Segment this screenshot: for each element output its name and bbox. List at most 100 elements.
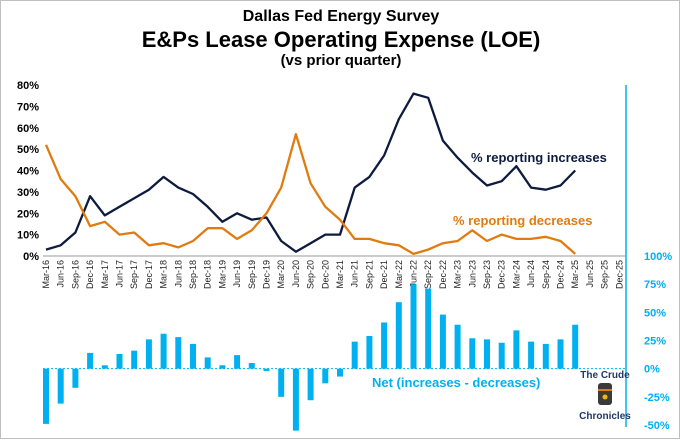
x-tick-label: Jun-18 <box>173 260 183 288</box>
left-tick-label: 0% <box>23 251 39 263</box>
flame-icon <box>602 394 608 400</box>
net-bar <box>190 343 196 369</box>
net-bar <box>116 354 123 369</box>
x-tick-label: Jun-19 <box>232 260 242 288</box>
net-bar <box>234 355 241 369</box>
net-bar <box>204 357 211 369</box>
net-bar <box>145 339 152 369</box>
x-tick-label: Mar-16 <box>41 260 51 289</box>
x-tick-label: Sep-19 <box>247 260 257 289</box>
x-tick-label: Sep-23 <box>482 260 492 289</box>
net-bar <box>557 339 564 369</box>
chart-supertitle: Dallas Fed Energy Survey <box>242 8 440 25</box>
net-bar <box>175 337 182 369</box>
x-tick-label: Mar-24 <box>511 260 521 289</box>
x-tick-label: Mar-18 <box>159 260 169 289</box>
x-tick-label: Dec-20 <box>320 260 330 289</box>
x-tick-label: Jun-21 <box>350 260 360 288</box>
right-tick-label: 100% <box>644 251 672 263</box>
net-bar <box>410 284 417 369</box>
annotation-net: Net (increases - decreases) <box>372 375 540 390</box>
net-bar <box>337 368 343 377</box>
right-y-axis: 100% 75% 50% 25% 0% -25% -50% <box>625 85 672 432</box>
left-tick-label: 60% <box>17 123 39 135</box>
x-tick-label: Sep-22 <box>423 260 433 289</box>
net-bar <box>307 368 314 401</box>
x-tick-label: Dec-23 <box>497 260 507 289</box>
net-bar <box>160 333 167 369</box>
x-tick-label: Jun-16 <box>56 260 66 288</box>
net-bar <box>513 330 520 369</box>
chart-subtitle: (vs prior quarter) <box>280 52 402 69</box>
x-tick-label: Sep-16 <box>70 260 80 289</box>
x-tick-label: Jun-22 <box>409 260 419 288</box>
net-bar <box>131 350 138 369</box>
right-tick-label: 25% <box>644 336 666 348</box>
net-bar <box>322 368 329 384</box>
x-tick-label: Dec-21 <box>379 260 389 289</box>
net-bar <box>72 368 79 388</box>
net-bar <box>454 324 461 369</box>
chart-title: E&Ps Lease Operating Expense (LOE) <box>141 27 541 52</box>
net-bar <box>278 368 285 397</box>
decreases-line <box>44 133 576 256</box>
left-tick-label: 30% <box>17 187 39 199</box>
left-tick-label: 80% <box>17 80 39 92</box>
right-tick-label: -25% <box>644 392 670 404</box>
x-tick-label: Sep-25 <box>600 260 610 289</box>
net-bar <box>248 363 255 369</box>
net-bar <box>528 341 535 369</box>
logo-line1: The Crude <box>580 370 630 381</box>
x-tick-label: Mar-22 <box>394 260 404 289</box>
x-tick-label: Mar-25 <box>570 260 580 289</box>
left-tick-label: 40% <box>17 166 39 178</box>
x-tick-label: Sep-20 <box>306 260 316 289</box>
right-tick-label: 50% <box>644 307 666 319</box>
x-tick-label: Mar-21 <box>335 260 345 289</box>
net-bar <box>484 339 490 369</box>
net-bar <box>366 335 373 369</box>
left-tick-label: 50% <box>17 144 39 156</box>
x-tick-label: Dec-19 <box>262 260 272 289</box>
annotation-increases: % reporting increases <box>471 150 607 165</box>
net-bar <box>498 342 505 369</box>
net-bar <box>351 341 358 369</box>
x-tick-label: Dec-16 <box>85 260 95 289</box>
x-tick-label: Dec-18 <box>203 260 213 289</box>
x-tick-label: Jun-23 <box>467 260 477 288</box>
x-tick-label: Mar-20 <box>276 260 286 289</box>
net-bar <box>572 324 579 369</box>
barrel-icon <box>598 383 612 405</box>
net-bar <box>292 368 299 431</box>
net-bar <box>542 343 549 369</box>
left-tick-label: 70% <box>17 101 39 113</box>
x-tick-label: Dec-24 <box>556 260 566 289</box>
net-bars <box>43 284 579 431</box>
left-tick-label: 10% <box>17 230 39 242</box>
series-lines <box>44 92 577 256</box>
x-tick-label: Jun-25 <box>585 260 595 288</box>
net-bar <box>425 288 432 369</box>
net-bar <box>469 338 476 369</box>
x-tick-label: Jun-20 <box>291 260 301 288</box>
x-tick-label: Mar-17 <box>100 260 110 289</box>
x-tick-label: Jun-17 <box>115 260 125 288</box>
net-bar <box>101 365 108 369</box>
x-tick-label: Mar-19 <box>217 260 227 289</box>
annotations: % reporting increases % reporting decrea… <box>372 150 607 390</box>
x-tick-label: Sep-21 <box>364 260 374 289</box>
logo-line2: Chronicles <box>579 411 631 422</box>
barrel-band-icon <box>598 389 612 391</box>
net-bar <box>439 314 446 369</box>
x-tick-label: Dec-22 <box>438 260 448 289</box>
x-tick-label: Jun-24 <box>526 260 536 288</box>
x-tick-label: Dec-25 <box>614 260 624 289</box>
annotation-decreases: % reporting decreases <box>453 213 592 228</box>
net-bar <box>395 302 402 369</box>
x-axis: Mar-16 Jun-16 Sep-16 Dec-16 Mar-17 Jun-17 Sep-… <box>41 255 626 370</box>
net-bar <box>57 368 64 404</box>
net-bar <box>263 368 270 371</box>
logo: The Crude Chronicles <box>579 370 631 422</box>
